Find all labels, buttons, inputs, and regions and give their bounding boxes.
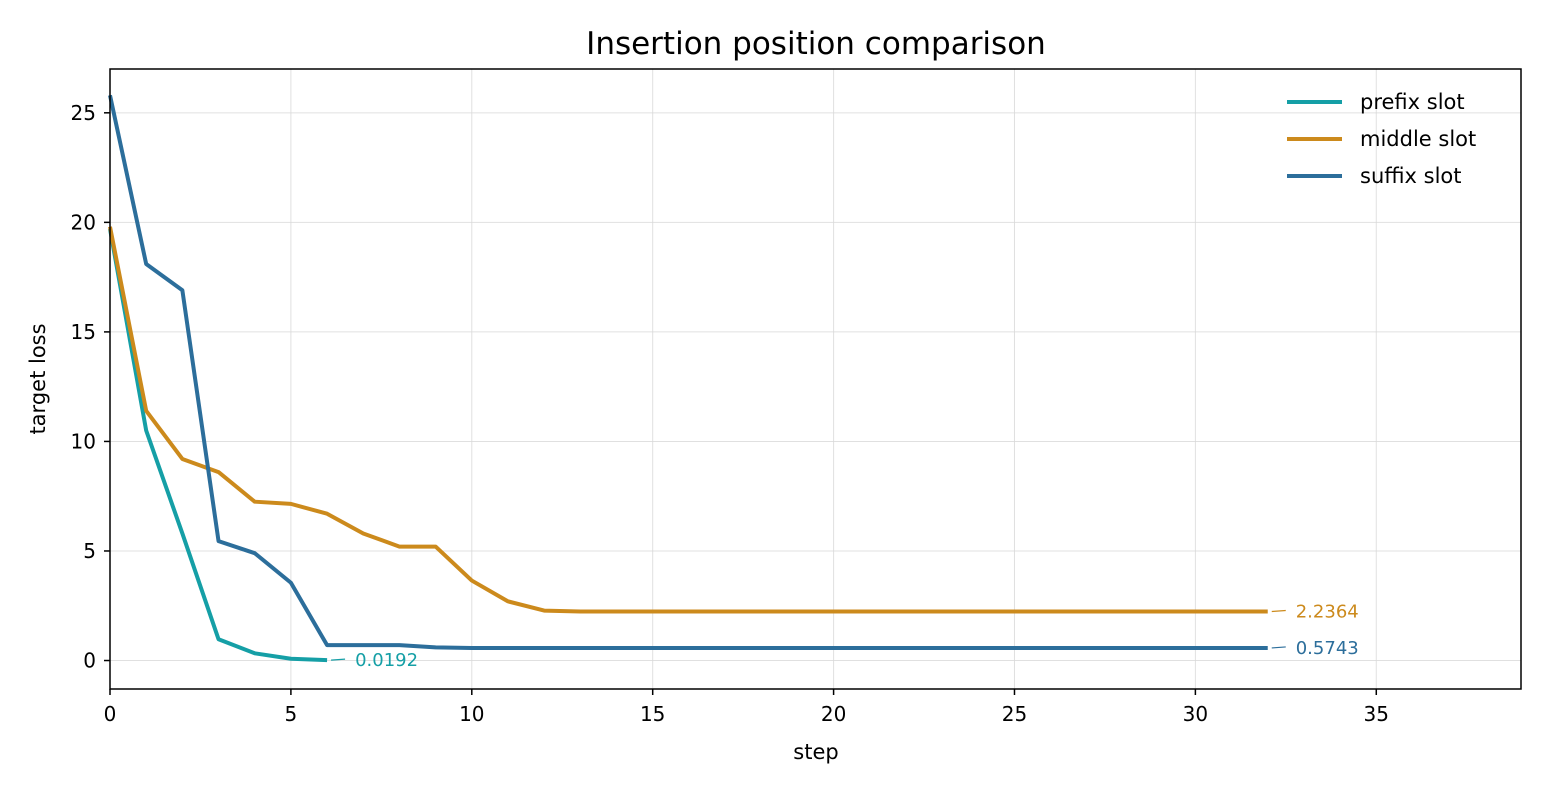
x-axis-ticks: 0 5 10 15 20 25 30 35 [104, 689, 1389, 726]
grid [109, 69, 1521, 689]
x-tick-label: 30 [1183, 702, 1208, 726]
end-value-label: 0.0192 [355, 650, 418, 671]
x-tick-label: 20 [821, 702, 846, 726]
end-labels: 0.0192 2.2364 0.5743 [331, 602, 1359, 671]
y-tick-label: 10 [71, 429, 96, 453]
y-tick-label: 25 [71, 101, 96, 125]
x-tick-label: 25 [1002, 702, 1027, 726]
x-axis-label: step [793, 740, 838, 764]
y-tick-label: 15 [71, 320, 96, 344]
legend-label: prefix slot [1360, 90, 1465, 114]
x-tick-label: 35 [1364, 702, 1389, 726]
end-label-leader [331, 658, 346, 661]
series-line-suffix-slot [108, 94, 1268, 650]
y-tick-label: 0 [83, 649, 96, 673]
end-label-leader [1271, 646, 1286, 649]
legend-label: middle slot [1360, 127, 1476, 151]
chart-title: Insertion position comparison [586, 26, 1046, 62]
x-tick-label: 15 [640, 702, 665, 726]
x-tick-label: 0 [104, 702, 117, 726]
series-line-middle-slot [108, 226, 1268, 614]
y-tick-label: 5 [83, 539, 96, 563]
x-tick-label: 10 [459, 702, 484, 726]
series-line-prefix-slot [108, 228, 328, 663]
legend-label: suffix slot [1360, 164, 1462, 188]
x-tick-label: 5 [285, 702, 298, 726]
series-lines [108, 94, 1268, 663]
end-value-label: 2.2364 [1296, 602, 1359, 623]
end-value-label: 0.5743 [1296, 638, 1359, 659]
end-label-leader [1271, 609, 1286, 613]
legend: prefix slot middle slot suffix slot [1287, 90, 1476, 188]
y-axis-ticks: 0 5 10 15 20 25 [71, 101, 110, 673]
y-tick-label: 20 [71, 210, 96, 234]
y-axis-label: target loss [26, 323, 50, 434]
plot-frame [109, 68, 1522, 690]
